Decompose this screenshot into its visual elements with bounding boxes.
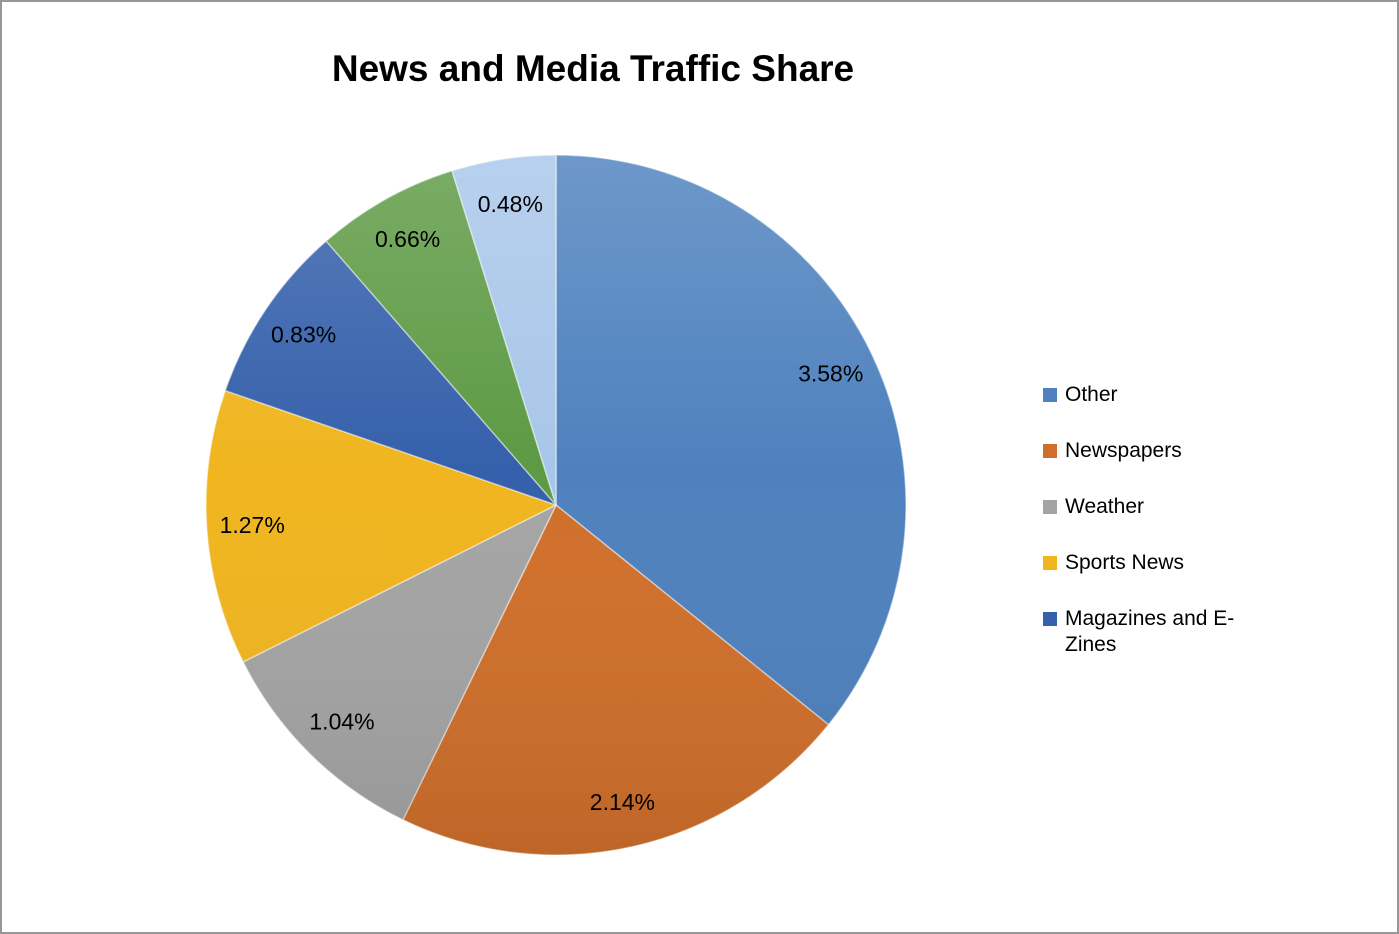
- slice-data-label: 2.14%: [590, 789, 655, 815]
- slice-data-label: 0.66%: [375, 226, 440, 252]
- legend-swatch-icon: [1043, 500, 1057, 514]
- legend-item-label: Newspapers: [1065, 439, 1182, 462]
- slice-data-label: 3.58%: [798, 361, 863, 387]
- slice-data-label: 1.27%: [220, 512, 285, 538]
- legend-swatch-icon: [1043, 444, 1057, 458]
- legend-item-other[interactable]: Other: [1043, 382, 1273, 408]
- legend-item-label: Magazines and E-Zines: [1065, 607, 1235, 656]
- legend-swatch-icon: [1043, 388, 1057, 402]
- pie-slices-group: 3.58% 2.14% 1.04% 1.27% 0.83% 0.66% 0.48%: [205, 154, 907, 856]
- legend-item-label: Other: [1065, 383, 1118, 406]
- legend: Other Newspapers Weather Sports News Magazin…: [1043, 382, 1273, 688]
- slice-data-label: 0.83%: [271, 322, 336, 348]
- legend-swatch-icon: [1043, 556, 1057, 570]
- legend-item-newspapers[interactable]: Newspapers: [1043, 438, 1273, 464]
- legend-item-sports-news[interactable]: Sports News: [1043, 550, 1273, 576]
- pie-shading-overlay: [206, 155, 906, 855]
- legend-swatch-icon: [1043, 612, 1057, 626]
- chart-title: News and Media Traffic Share: [331, 48, 855, 89]
- slice-data-label: 1.04%: [309, 709, 374, 735]
- slice-data-label: 0.48%: [478, 191, 543, 217]
- legend-item-magazines-and-e-zines[interactable]: Magazines and E-Zines: [1043, 606, 1273, 658]
- legend-item-label: Weather: [1065, 495, 1144, 518]
- legend-item-weather[interactable]: Weather: [1043, 494, 1273, 520]
- legend-item-label: Sports News: [1065, 551, 1185, 574]
